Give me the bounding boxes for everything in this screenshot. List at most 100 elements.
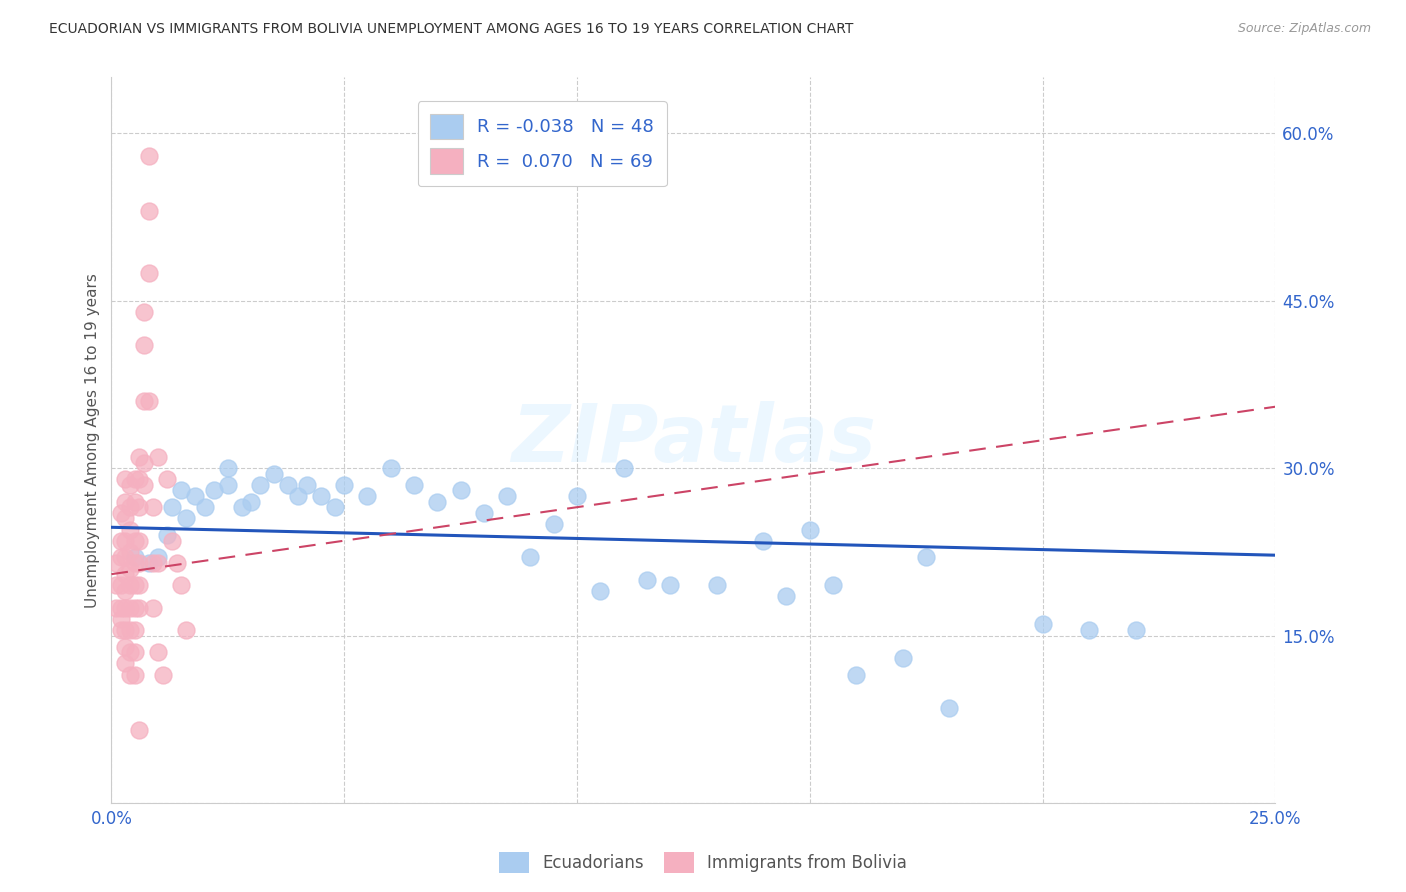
Point	[160, 500, 183, 515]
Point	[110, 600, 132, 615]
Point	[128, 533, 150, 548]
Point	[142, 600, 165, 615]
Point	[124, 550, 146, 565]
Point	[142, 556, 165, 570]
Point	[156, 528, 179, 542]
Point	[128, 600, 150, 615]
Point	[138, 556, 160, 570]
Point	[170, 578, 193, 592]
Point	[138, 394, 160, 409]
Point	[114, 472, 136, 486]
Point	[105, 556, 128, 570]
Point	[105, 600, 128, 615]
Point	[402, 478, 425, 492]
Point	[128, 723, 150, 738]
Point	[128, 472, 150, 486]
Point	[323, 500, 346, 515]
Point	[114, 567, 136, 582]
Point	[132, 394, 155, 409]
Point	[138, 266, 160, 280]
Point	[110, 550, 132, 565]
Point	[752, 533, 775, 548]
Point	[124, 494, 146, 508]
Point	[114, 657, 136, 671]
Point	[231, 500, 253, 515]
Point	[114, 600, 136, 615]
Point	[193, 500, 215, 515]
Point	[174, 511, 197, 525]
Point	[124, 578, 146, 592]
Point	[184, 489, 207, 503]
Point	[249, 478, 271, 492]
Point	[118, 623, 141, 637]
Point	[277, 478, 299, 492]
Point	[142, 500, 165, 515]
Text: ECUADORIAN VS IMMIGRANTS FROM BOLIVIA UNEMPLOYMENT AMONG AGES 16 TO 19 YEARS COR: ECUADORIAN VS IMMIGRANTS FROM BOLIVIA UN…	[49, 22, 853, 37]
Point	[799, 523, 821, 537]
Point	[333, 478, 356, 492]
Point	[1078, 623, 1101, 637]
Point	[263, 467, 285, 481]
Point	[118, 500, 141, 515]
Point	[146, 450, 169, 464]
Point	[146, 645, 169, 659]
Point	[295, 478, 318, 492]
Text: Source: ZipAtlas.com: Source: ZipAtlas.com	[1237, 22, 1371, 36]
Point	[118, 561, 141, 575]
Point	[589, 583, 612, 598]
Point	[426, 494, 449, 508]
Point	[519, 550, 541, 565]
Point	[128, 556, 150, 570]
Y-axis label: Unemployment Among Ages 16 to 19 years: Unemployment Among Ages 16 to 19 years	[86, 273, 100, 607]
Point	[118, 545, 141, 559]
Point	[356, 489, 378, 503]
Point	[118, 645, 141, 659]
Point	[450, 483, 472, 498]
Point	[166, 556, 188, 570]
Point	[118, 600, 141, 615]
Point	[146, 556, 169, 570]
Point	[170, 483, 193, 498]
Point	[152, 667, 174, 681]
Point	[124, 556, 146, 570]
Point	[821, 578, 844, 592]
Point	[128, 500, 150, 515]
Point	[565, 489, 588, 503]
Point	[845, 667, 868, 681]
Point	[472, 506, 495, 520]
Point	[124, 667, 146, 681]
Point	[156, 472, 179, 486]
Point	[174, 623, 197, 637]
Point	[309, 489, 332, 503]
Point	[496, 489, 519, 503]
Point	[891, 651, 914, 665]
Point	[287, 489, 309, 503]
Point	[105, 578, 128, 592]
Point	[659, 578, 682, 592]
Point	[938, 701, 960, 715]
Point	[128, 578, 150, 592]
Point	[124, 533, 146, 548]
Point	[132, 478, 155, 492]
Point	[124, 600, 146, 615]
Legend: R = -0.038   N = 48, R =  0.070   N = 69: R = -0.038 N = 48, R = 0.070 N = 69	[418, 101, 666, 186]
Point	[124, 472, 146, 486]
Point	[543, 516, 565, 531]
Point	[124, 623, 146, 637]
Point	[132, 456, 155, 470]
Point	[114, 511, 136, 525]
Point	[1031, 617, 1053, 632]
Point	[118, 478, 141, 492]
Point	[1125, 623, 1147, 637]
Point	[114, 533, 136, 548]
Point	[118, 523, 141, 537]
Point	[636, 573, 658, 587]
Point	[146, 550, 169, 565]
Point	[240, 494, 263, 508]
Point	[128, 450, 150, 464]
Point	[706, 578, 728, 592]
Point	[114, 623, 136, 637]
Text: ZIPatlas: ZIPatlas	[510, 401, 876, 479]
Point	[138, 148, 160, 162]
Point	[110, 533, 132, 548]
